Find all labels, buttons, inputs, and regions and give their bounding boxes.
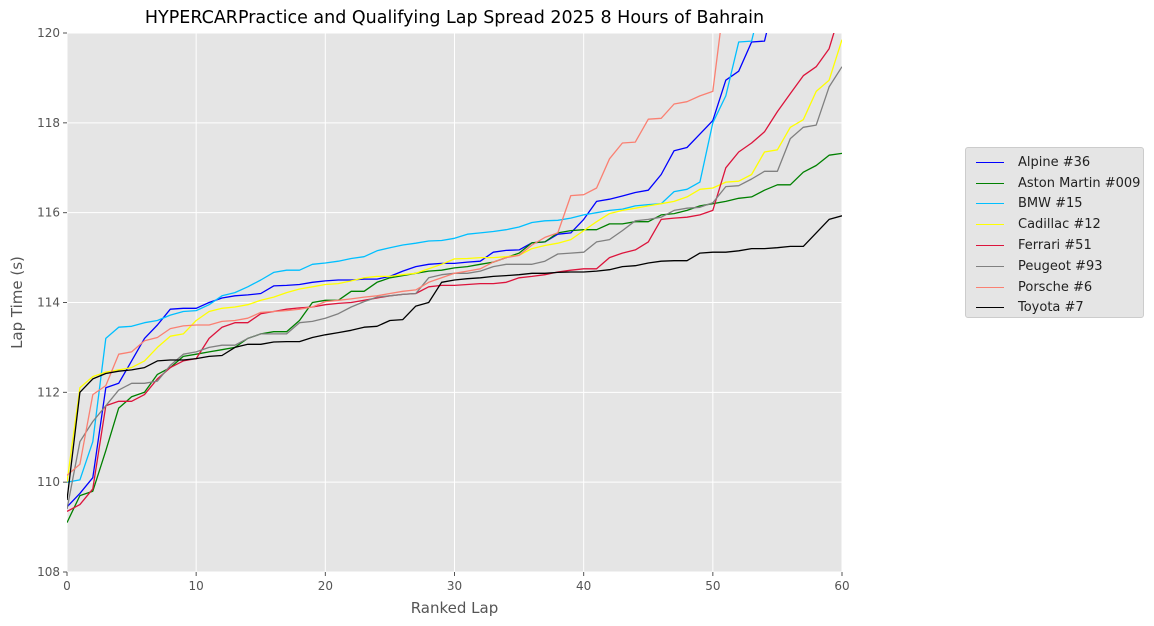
legend-item: Aston Martin #009 bbox=[966, 173, 1143, 194]
legend-label: Alpine #36 bbox=[1018, 154, 1091, 170]
legend-label: Peugeot #93 bbox=[1018, 258, 1103, 274]
y-tick-label: 120 bbox=[37, 26, 60, 40]
legend-label: Cadillac #12 bbox=[1018, 217, 1101, 233]
chart-title: HYPERCARPractice and Qualifying Lap Spre… bbox=[144, 8, 765, 28]
x-tick-label: 0 bbox=[63, 579, 71, 593]
legend-swatch-icon bbox=[976, 182, 1004, 184]
legend-item: Toyota #7 bbox=[966, 298, 1143, 319]
x-tick-label: 20 bbox=[318, 579, 333, 593]
legend-label: Toyota #7 bbox=[1018, 300, 1084, 316]
y-tick-label: 114 bbox=[37, 296, 60, 310]
series-line-porsche-6 bbox=[67, 33, 721, 476]
legend-label: BMW #15 bbox=[1018, 196, 1083, 212]
legend-item: Cadillac #12 bbox=[966, 214, 1143, 235]
legend-swatch-icon bbox=[976, 224, 1004, 226]
legend-label: Ferrari #51 bbox=[1018, 238, 1092, 254]
legend-label: Aston Martin #009 bbox=[1018, 175, 1141, 191]
series-line-alpine-36 bbox=[67, 33, 768, 508]
legend-swatch-icon bbox=[976, 286, 1004, 288]
y-axis-label: Lap Time (s) bbox=[8, 256, 26, 349]
legend: Alpine #36 Aston Martin #009 BMW #15 Cadill… bbox=[965, 147, 1144, 318]
x-tick-label: 50 bbox=[705, 579, 720, 593]
legend-swatch-icon bbox=[976, 161, 1004, 163]
y-tick-label: 108 bbox=[37, 565, 60, 579]
x-tick-label: 10 bbox=[189, 579, 204, 593]
legend-swatch-icon bbox=[976, 307, 1004, 309]
legend-item: Peugeot #93 bbox=[966, 256, 1143, 277]
x-tick-label: 40 bbox=[576, 579, 591, 593]
series-lines bbox=[67, 33, 842, 523]
x-tick-label: 60 bbox=[834, 579, 849, 593]
y-tick-label: 116 bbox=[37, 206, 60, 220]
series-line-cadillac-12 bbox=[67, 39, 842, 483]
legend-label: Porsche #6 bbox=[1018, 279, 1093, 295]
legend-item: Ferrari #51 bbox=[966, 235, 1143, 256]
series-line-bmw-15 bbox=[67, 33, 755, 483]
legend-item: Alpine #36 bbox=[966, 152, 1143, 173]
series-line-toyota-7 bbox=[67, 215, 842, 501]
y-tick-label: 110 bbox=[37, 475, 60, 489]
legend-swatch-icon bbox=[976, 203, 1004, 205]
legend-swatch-icon bbox=[976, 265, 1004, 267]
x-tick-label: 30 bbox=[447, 579, 462, 593]
legend-item: BMW #15 bbox=[966, 194, 1143, 215]
legend-item: Porsche #6 bbox=[966, 277, 1143, 298]
series-line-aston-martin-009 bbox=[67, 152, 842, 523]
legend-swatch-icon bbox=[976, 245, 1004, 247]
x-axis-label: Ranked Lap bbox=[411, 599, 499, 617]
y-tick-label: 118 bbox=[37, 116, 60, 130]
y-tick-label: 112 bbox=[37, 385, 60, 399]
axes: 0 10 20 30 40 50 60 108 110 112 114 116 118 120 bbox=[37, 26, 850, 593]
